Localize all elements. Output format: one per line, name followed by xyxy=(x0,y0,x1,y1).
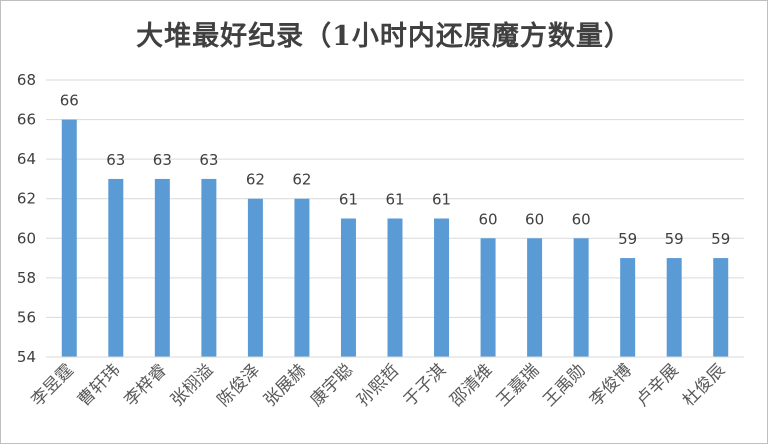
y-tick-label: 60 xyxy=(17,229,36,247)
data-label: 62 xyxy=(292,171,311,189)
data-label: 60 xyxy=(525,210,544,228)
data-label: 63 xyxy=(106,151,125,169)
bar xyxy=(201,178,217,357)
x-tick-label: 孙熙哲 xyxy=(353,360,403,410)
bar xyxy=(666,258,682,357)
x-tick-label: 李昱霆 xyxy=(28,360,78,410)
data-label: 59 xyxy=(618,230,637,248)
data-label: 59 xyxy=(711,230,730,248)
x-tick-label: 李俊博 xyxy=(586,360,636,410)
bar xyxy=(434,218,450,357)
y-tick-label: 58 xyxy=(17,269,36,287)
bar xyxy=(573,238,589,357)
x-tick-label: 张展赫 xyxy=(260,360,310,410)
data-label: 61 xyxy=(432,191,451,209)
bar xyxy=(713,258,729,357)
bar xyxy=(108,178,124,357)
data-label: 61 xyxy=(339,191,358,209)
chart-title: 大堆最好纪录（1小时内还原魔方数量） xyxy=(136,21,632,52)
bar xyxy=(387,218,403,357)
bar xyxy=(340,218,356,357)
x-tick-label: 王嘉瑞 xyxy=(493,360,543,410)
y-tick-label: 68 xyxy=(17,71,36,89)
data-label: 66 xyxy=(60,92,79,110)
y-tick-label: 56 xyxy=(17,308,36,326)
bar xyxy=(294,198,310,357)
data-label: 63 xyxy=(199,151,218,169)
x-tick-label: 康宇聪 xyxy=(307,360,357,410)
y-tick-label: 66 xyxy=(17,111,36,129)
data-label: 60 xyxy=(572,210,591,228)
bar xyxy=(480,238,496,357)
y-tick-label: 64 xyxy=(17,150,36,168)
x-tick-label: 邵清维 xyxy=(446,360,496,410)
bar xyxy=(527,238,543,357)
bar xyxy=(154,178,170,357)
x-tick-label: 李梓睿 xyxy=(121,360,171,410)
x-tick-label: 曹轩玮 xyxy=(74,360,124,410)
bar xyxy=(247,198,263,357)
x-tick-label: 王禹勋 xyxy=(539,360,589,410)
bar xyxy=(620,258,636,357)
data-label: 61 xyxy=(385,191,404,209)
x-tick-label: 卢辛展 xyxy=(633,360,683,410)
y-tick-label: 54 xyxy=(17,348,36,366)
bar xyxy=(61,119,77,357)
x-tick-label: 杜俊辰 xyxy=(679,360,729,410)
x-tick-label: 陈俊泽 xyxy=(214,360,264,410)
data-label: 60 xyxy=(479,210,498,228)
x-tick-label: 张栩溢 xyxy=(167,360,217,410)
data-label: 63 xyxy=(153,151,172,169)
data-label: 62 xyxy=(246,171,265,189)
data-label: 59 xyxy=(665,230,684,248)
x-tick-label: 于子淇 xyxy=(400,360,450,410)
y-tick-label: 62 xyxy=(17,190,36,208)
